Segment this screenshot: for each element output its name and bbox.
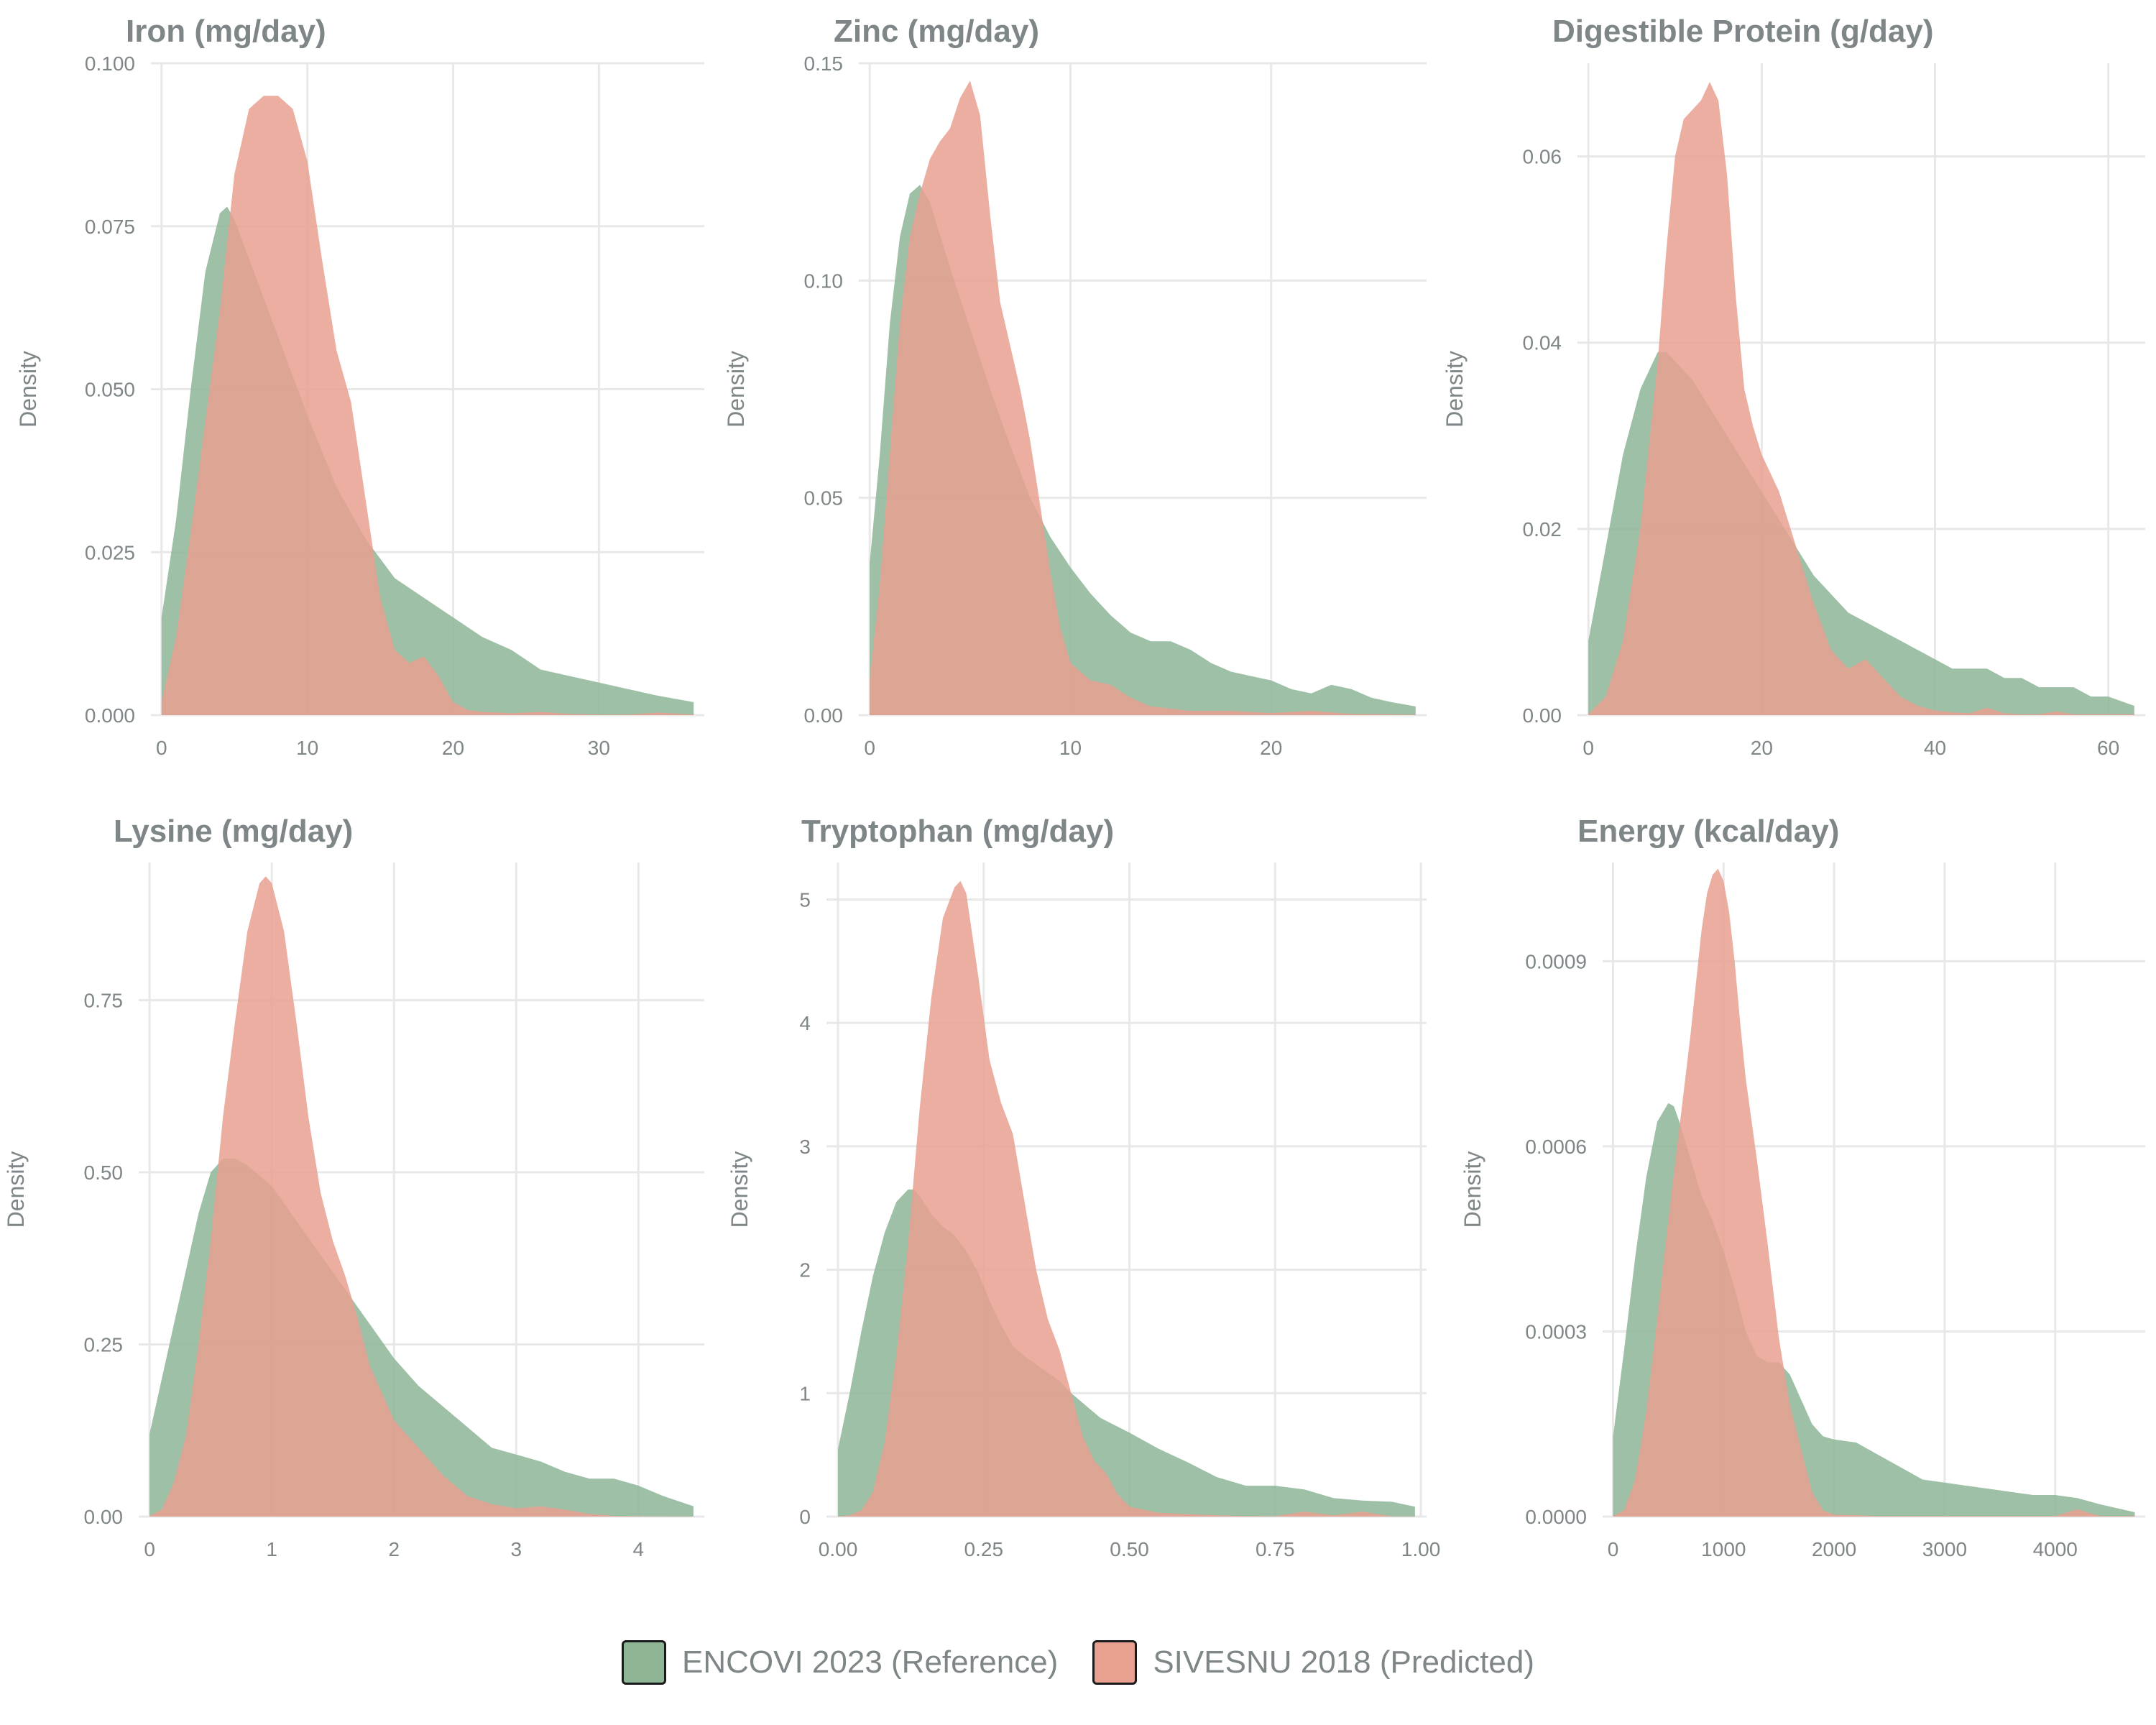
legend-key-encovi xyxy=(621,1640,666,1685)
x-tick-label: 20 xyxy=(442,737,464,759)
y-tick-label: 0.075 xyxy=(85,216,135,238)
y-tick-label: 4 xyxy=(799,1012,811,1034)
density-area-sivesnu xyxy=(838,880,1415,1517)
y-tick-label: 0.0009 xyxy=(1525,950,1587,972)
x-tick-label: 2000 xyxy=(1812,1538,1856,1560)
y-tick-label: 0.00 xyxy=(1523,704,1562,727)
y-tick-label: 0.50 xyxy=(84,1162,124,1184)
chart-panel-0: 0.000 0.025 0.050 0.075 0.100 0 10 20 30 Density I… xyxy=(15,14,704,759)
x-tick-label: 1000 xyxy=(1701,1538,1746,1560)
x-tick-label: 20 xyxy=(1260,737,1282,759)
x-tick-label: 10 xyxy=(1059,737,1082,759)
x-tick-label: 3 xyxy=(511,1538,522,1560)
y-axis-label: Density xyxy=(3,1151,29,1228)
y-tick-label: 0.05 xyxy=(804,487,844,510)
y-tick-label: 0.15 xyxy=(804,52,844,75)
y-tick-label: 0.75 xyxy=(84,990,124,1012)
y-tick-label: 0.00 xyxy=(804,704,844,727)
y-axis-label: Density xyxy=(1442,351,1468,428)
x-tick-label: 30 xyxy=(588,737,610,759)
y-tick-label: 0.100 xyxy=(85,52,135,75)
y-axis-label: Density xyxy=(723,351,749,428)
y-tick-label: 0.000 xyxy=(85,704,135,727)
x-tick-label: 0 xyxy=(864,737,875,759)
panel-title: Lysine (mg/day) xyxy=(114,814,353,849)
y-tick-label: 2 xyxy=(799,1259,811,1282)
x-tick-label: 0.25 xyxy=(964,1538,1004,1560)
legend-item-encovi: ENCOVI 2023 (Reference) xyxy=(621,1640,1059,1685)
x-tick-label: 10 xyxy=(296,737,318,759)
x-tick-label: 60 xyxy=(2097,737,2119,759)
panel-title: Zinc (mg/day) xyxy=(834,14,1039,49)
x-tick-label: 40 xyxy=(1924,737,1946,759)
density-area-sivesnu xyxy=(1588,81,2134,715)
x-tick-label: 0.50 xyxy=(1110,1538,1149,1560)
panel-title: Tryptophan (mg/day) xyxy=(801,814,1114,849)
chart-panel-5: 0.0000 0.0003 0.0006 0.0009 0 1000 2000 3000 400… xyxy=(1460,814,2145,1560)
density-area-sivesnu xyxy=(161,96,694,715)
y-tick-label: 3 xyxy=(799,1136,811,1158)
x-tick-label: 0 xyxy=(1583,737,1594,759)
y-axis-label: Density xyxy=(15,351,41,428)
legend: ENCOVI 2023 (Reference) SIVESNU 2018 (Pr… xyxy=(0,1630,2156,1695)
y-tick-label: 0 xyxy=(799,1506,811,1528)
x-tick-label: 4000 xyxy=(2033,1538,2078,1560)
chart-panel-2: 0.00 0.02 0.04 0.06 0 20 40 60 Density Digestible… xyxy=(1442,14,2145,759)
legend-key-sivesnu xyxy=(1092,1640,1138,1685)
panel-title: Iron (mg/day) xyxy=(126,14,326,49)
legend-item-sivesnu: SIVESNU 2018 (Predicted) xyxy=(1092,1640,1534,1685)
legend-label-sivesnu: SIVESNU 2018 (Predicted) xyxy=(1153,1644,1535,1680)
y-axis-label: Density xyxy=(727,1151,752,1228)
x-tick-label: 0.00 xyxy=(819,1538,858,1560)
x-tick-label: 1.00 xyxy=(1401,1538,1441,1560)
y-tick-label: 0.050 xyxy=(85,379,135,401)
chart-panel-1: 0.00 0.05 0.10 0.15 0 10 20 Density Zinc (mg/day… xyxy=(723,14,1427,759)
chart-panel-3: 0.00 0.25 0.50 0.75 0 1 2 3 4 Density Lysine (mg/d… xyxy=(3,814,704,1560)
y-axis-label: Density xyxy=(1460,1151,1485,1228)
y-tick-label: 0.10 xyxy=(804,270,844,292)
y-tick-label: 5 xyxy=(799,889,811,911)
y-tick-label: 0.0006 xyxy=(1525,1136,1587,1158)
y-tick-label: 0.025 xyxy=(85,541,135,564)
panel-title: Digestible Protein (g/day) xyxy=(1552,14,1934,49)
y-tick-label: 0.04 xyxy=(1523,332,1562,354)
y-tick-label: 0.06 xyxy=(1523,146,1562,168)
x-tick-label: 4 xyxy=(633,1538,645,1560)
legend-label-encovi: ENCOVI 2023 (Reference) xyxy=(681,1644,1059,1680)
chart-panel-4: 0 1 2 3 4 5 0.00 0.25 0.50 0.75 1.00 Density Tryptop… xyxy=(727,814,1440,1560)
y-tick-label: 1 xyxy=(799,1382,811,1404)
y-tick-label: 0.02 xyxy=(1523,518,1562,540)
y-tick-label: 0.0000 xyxy=(1525,1506,1587,1528)
x-tick-label: 0.75 xyxy=(1256,1538,1295,1560)
panel-title: Energy (kcal/day) xyxy=(1577,814,1839,849)
x-tick-label: 3000 xyxy=(1922,1538,1967,1560)
density-area-sivesnu xyxy=(870,80,1416,715)
x-tick-label: 0 xyxy=(144,1538,155,1560)
y-tick-label: 0.0003 xyxy=(1525,1320,1587,1343)
x-tick-label: 20 xyxy=(1751,737,1773,759)
x-tick-label: 0 xyxy=(156,737,167,759)
x-tick-label: 1 xyxy=(266,1538,277,1560)
density-area-sivesnu xyxy=(149,876,694,1517)
y-tick-label: 0.00 xyxy=(84,1506,124,1528)
x-tick-label: 0 xyxy=(1608,1538,1619,1560)
y-tick-label: 0.25 xyxy=(84,1334,124,1356)
x-tick-label: 2 xyxy=(388,1538,400,1560)
density-area-sivesnu xyxy=(1613,868,2135,1517)
